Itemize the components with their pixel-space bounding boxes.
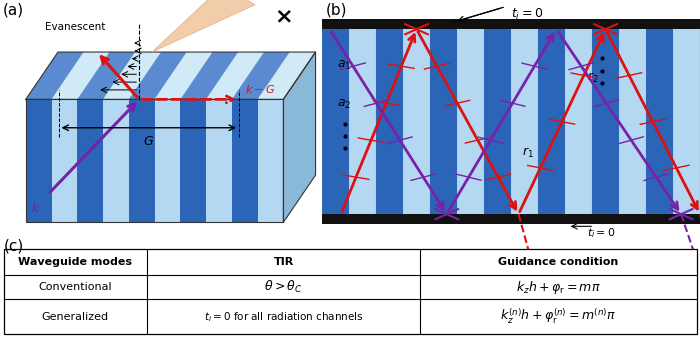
- Text: (a): (a): [4, 2, 24, 17]
- Bar: [322, 20, 700, 29]
- Text: $a_2$: $a_2$: [337, 98, 351, 111]
- Text: $r_2$: $r_2$: [587, 71, 598, 85]
- Bar: [26, 99, 52, 222]
- Bar: [322, 214, 700, 224]
- Bar: [538, 29, 565, 214]
- Bar: [592, 29, 619, 214]
- Bar: [258, 99, 284, 222]
- Text: $G$: $G$: [144, 135, 154, 148]
- Bar: [206, 99, 232, 222]
- Text: $k - G$: $k - G$: [246, 82, 276, 95]
- Polygon shape: [77, 52, 135, 99]
- Bar: [103, 99, 129, 222]
- Bar: [26, 99, 284, 222]
- Bar: [232, 99, 258, 222]
- Bar: [484, 29, 511, 214]
- Text: $\mathbf{\times}$: $\mathbf{\times}$: [274, 7, 293, 27]
- Polygon shape: [284, 52, 316, 222]
- Text: Generalized: Generalized: [42, 312, 108, 322]
- Bar: [511, 29, 538, 214]
- Polygon shape: [26, 52, 84, 99]
- Bar: [349, 29, 376, 214]
- Text: Conventional: Conventional: [38, 282, 112, 292]
- Bar: [430, 29, 457, 214]
- Text: Guidance condition: Guidance condition: [498, 257, 618, 267]
- Bar: [565, 29, 592, 214]
- Text: $a_1$: $a_1$: [337, 59, 351, 72]
- Bar: [403, 29, 430, 214]
- Bar: [129, 99, 155, 222]
- Bar: [77, 99, 103, 222]
- Text: $t_i = 0$: $t_i = 0$: [511, 7, 543, 22]
- Bar: [4, 249, 696, 334]
- Text: TIR: TIR: [274, 257, 293, 267]
- Text: $t_i = 0$: $t_i = 0$: [587, 226, 615, 240]
- Text: $r_1$: $r_1$: [522, 146, 534, 160]
- Text: $t_i = 0$ for all radiation channels: $t_i = 0$ for all radiation channels: [204, 310, 363, 323]
- Bar: [322, 29, 349, 214]
- Text: Evanescent: Evanescent: [45, 22, 105, 32]
- Polygon shape: [103, 52, 161, 99]
- Polygon shape: [129, 52, 187, 99]
- Bar: [52, 99, 77, 222]
- Text: (c): (c): [4, 239, 24, 254]
- Polygon shape: [155, 52, 213, 99]
- Bar: [673, 29, 700, 214]
- Bar: [376, 29, 403, 214]
- Text: $\theta > \theta_C$: $\theta > \theta_C$: [264, 279, 303, 295]
- Text: (b): (b): [326, 2, 347, 18]
- Polygon shape: [206, 52, 264, 99]
- Text: $k_z h + \varphi_{\rm r} = m\pi$: $k_z h + \varphi_{\rm r} = m\pi$: [516, 279, 601, 296]
- Polygon shape: [152, 0, 255, 52]
- Bar: [155, 99, 181, 222]
- Text: $k_z^{(n)} h + \varphi_{\rm r}^{(n)} = m^{(n)}\pi$: $k_z^{(n)} h + \varphi_{\rm r}^{(n)} = m…: [500, 307, 617, 327]
- Bar: [646, 29, 673, 214]
- Bar: [181, 99, 206, 222]
- Polygon shape: [52, 52, 109, 99]
- Bar: [619, 29, 646, 214]
- Polygon shape: [258, 52, 316, 99]
- Bar: [457, 29, 484, 214]
- Text: Waveguide modes: Waveguide modes: [18, 257, 132, 267]
- Polygon shape: [181, 52, 238, 99]
- Text: $k$: $k$: [31, 201, 40, 215]
- Polygon shape: [232, 52, 290, 99]
